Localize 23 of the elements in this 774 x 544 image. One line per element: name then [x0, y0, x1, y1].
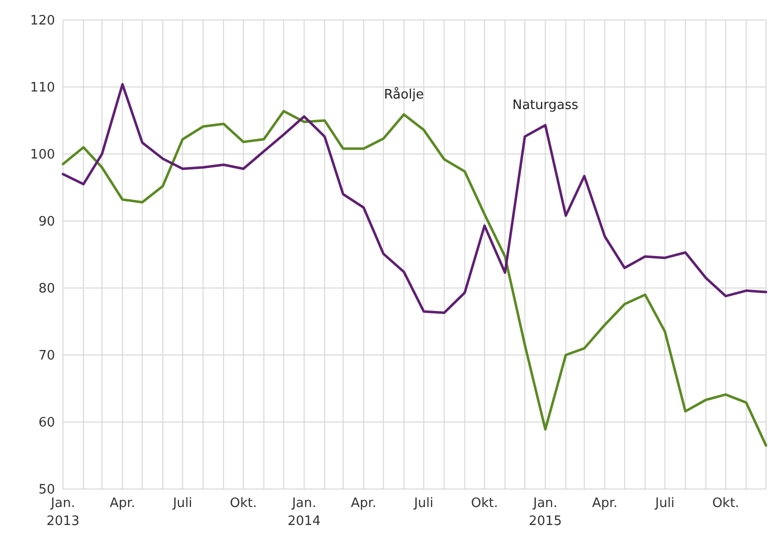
y-tick-label: 60 — [38, 416, 55, 431]
annotation: Naturgass — [512, 98, 578, 114]
y-tick-label: 110 — [30, 80, 55, 96]
x-tick-label: Apr. — [110, 496, 136, 511]
y-tick-label: 120 — [30, 14, 55, 29]
x-tick-label: Apr. — [592, 496, 618, 511]
y-tick-label: 50 — [38, 482, 55, 498]
annotation: Råolje — [384, 86, 424, 102]
y-tick-label: 80 — [38, 282, 55, 297]
x-tick-label: Okt. — [230, 496, 257, 511]
x-tick-label: Okt. — [471, 496, 498, 511]
x-tick-label: Apr. — [350, 496, 376, 511]
line-series — [62, 83, 768, 314]
x-tick-label: Jan. 2014 — [288, 496, 321, 529]
x-tick-label: Okt. — [712, 496, 740, 511]
y-tick-label: 100 — [30, 148, 55, 163]
x-tick-label: Jan. 2015 — [528, 496, 562, 529]
x-tick-label: Juli — [413, 496, 434, 511]
y-tick-label: 70 — [38, 348, 55, 364]
y-tick-label: 90 — [38, 214, 55, 230]
x-tick-label: Jan. 2013 — [46, 496, 80, 529]
x-tick-label: Juli — [654, 496, 675, 511]
x-tick-label: Juli — [172, 496, 192, 511]
